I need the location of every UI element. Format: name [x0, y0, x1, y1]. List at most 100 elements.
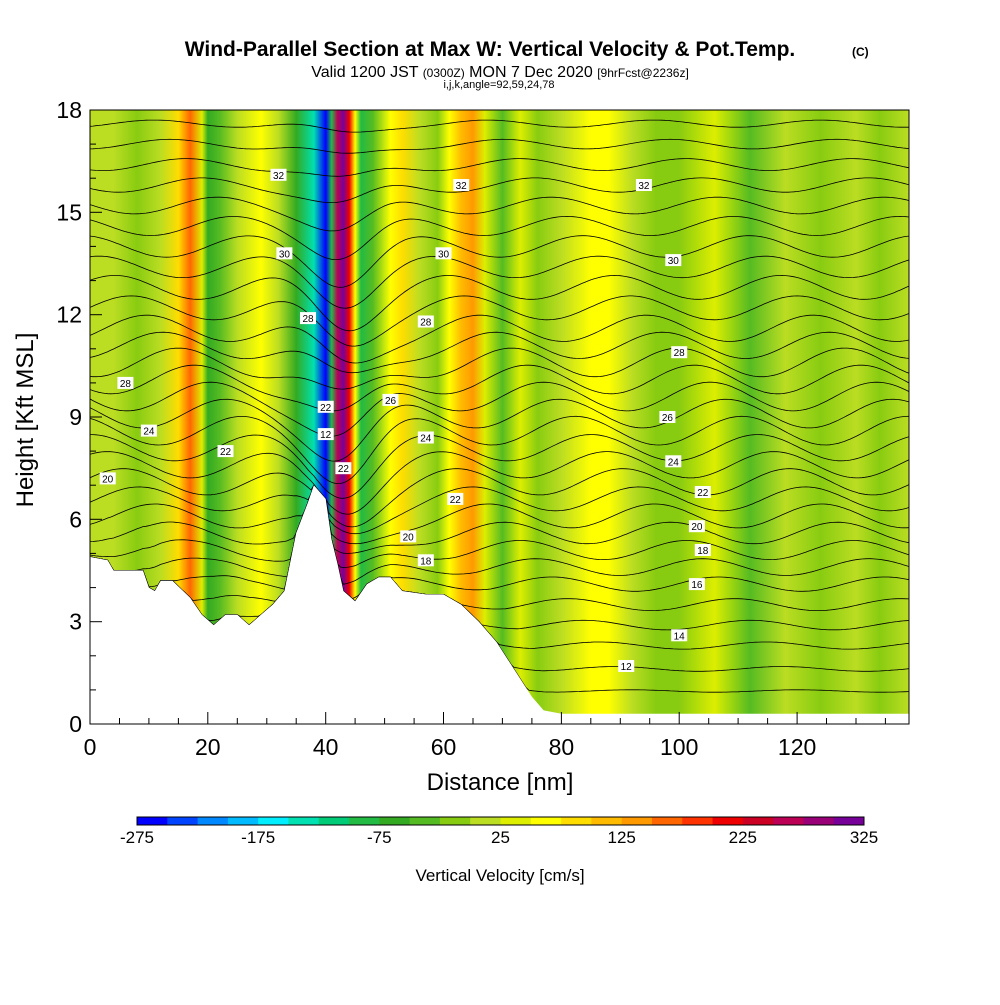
chart-title-mark: (C) — [852, 45, 869, 59]
theta-contour-labels: 32 32 32 30 30 30 28 28 28 28 26 26 24 24 24 22 22 22 22 22… — [99, 168, 711, 673]
colorbar-swatch — [227, 817, 259, 825]
colorbar-swatch — [318, 817, 350, 825]
theta-contour-label: 32 — [635, 179, 652, 192]
contour-label-bg — [694, 486, 711, 498]
colorbar-swatch — [742, 817, 774, 825]
subtitle-utc: (0300Z) — [423, 66, 465, 80]
x-tick-label: 60 — [431, 734, 457, 760]
colorbar-tick-labels: -275 -175 -75 25 125 225 325 — [120, 828, 878, 847]
contour-label-text: 22 — [450, 495, 462, 506]
theta-contour-line — [90, 215, 909, 260]
contour-label-text: 12 — [621, 662, 633, 673]
chart-subtitle-indices: i,j,k,angle=92,59,24,78 — [443, 79, 554, 91]
theta-contour-line — [90, 158, 909, 177]
colorbar — [136, 816, 865, 826]
theta-contour-line — [90, 484, 909, 600]
theta-contour-line — [90, 484, 909, 545]
contour-label-bg — [317, 400, 334, 413]
colorbar-tick-label: -175 — [241, 828, 275, 847]
contour-label-text: 22 — [338, 464, 350, 475]
theta-contour-label: 28 — [117, 376, 134, 390]
theta-contour-label: 26 — [382, 393, 399, 407]
colorbar-swatch — [409, 817, 441, 825]
colorbar-frame — [136, 816, 865, 826]
contour-label-bg — [335, 462, 352, 475]
contour-label-bg — [276, 247, 293, 260]
colorbar-swatch — [803, 817, 835, 825]
contour-label-text: 14 — [674, 631, 686, 642]
contour-label-text: 20 — [691, 522, 703, 533]
contour-label-bg — [635, 179, 652, 191]
contour-label-text: 28 — [674, 348, 686, 359]
colorbar-swatch — [439, 817, 471, 825]
theta-contour-line — [90, 484, 909, 554]
x-axis: 0 20 40 60 80 100 120 — [84, 712, 886, 760]
colorbar-swatch — [470, 817, 501, 825]
y-axis: 0 3 6 9 12 15 18 — [56, 97, 102, 737]
contour-label-text: 20 — [102, 474, 114, 485]
theta-contour-line — [90, 314, 909, 364]
x-tick-label: 100 — [660, 734, 698, 760]
contour-label-text: 32 — [638, 181, 650, 192]
x-tick-label: 80 — [549, 734, 575, 760]
colorbar-swatch — [621, 817, 653, 825]
colorbar-swatch — [712, 817, 744, 825]
contour-label-text: 28 — [302, 314, 314, 325]
colorbar-tick-label: 125 — [608, 828, 636, 847]
x-tick-label: 0 — [84, 734, 97, 760]
theta-contour-label: 24 — [417, 431, 434, 445]
theta-contour-label: 22 — [317, 400, 334, 414]
theta-contour-label: 22 — [447, 492, 464, 506]
theta-contour-label: 24 — [665, 455, 682, 468]
contour-label-bg — [99, 472, 116, 485]
contour-label-text: 12 — [320, 430, 332, 441]
contour-label-text: 28 — [120, 379, 132, 390]
theta-contour-line — [90, 331, 909, 374]
contour-label-text: 22 — [320, 403, 332, 414]
contour-label-bg — [382, 393, 399, 406]
colorbar-swatch — [167, 817, 198, 825]
colorbar-swatch — [379, 817, 411, 825]
theta-contour-label: 28 — [300, 312, 316, 325]
chart-subtitle: Valid 1200 JST (0300Z) MON 7 Dec 2020 [9… — [311, 64, 689, 81]
contour-label-bg — [317, 428, 334, 441]
colorbar-tick-label: 325 — [850, 828, 878, 847]
theta-contour-label: 30 — [435, 247, 452, 260]
theta-contour-line — [90, 434, 909, 499]
theta-contour-label: 12 — [618, 660, 635, 673]
colorbar-swatch — [682, 817, 713, 825]
contour-label-bg — [659, 411, 676, 423]
colorbar-tick-label: 225 — [729, 828, 757, 847]
colorbar-label: Vertical Velocity [cm/s] — [415, 866, 584, 885]
y-tick-label: 18 — [56, 97, 82, 123]
theta-contour-line — [90, 484, 909, 535]
colorbar-swatch — [833, 817, 865, 825]
contour-label-bg — [665, 254, 682, 267]
theta-contour-label: 22 — [217, 445, 234, 458]
colorbar-swatch — [197, 817, 229, 825]
theta-contour-line — [90, 484, 909, 585]
contour-label-text: 18 — [697, 546, 709, 557]
theta-contour-label: 22 — [694, 486, 711, 499]
theta-contour-label: 16 — [688, 578, 705, 591]
colorbar-swatch — [561, 817, 592, 825]
colorbar-swatch — [651, 817, 683, 825]
contour-label-bg — [435, 247, 452, 260]
contour-label-text: 20 — [403, 532, 415, 543]
theta-contour-line — [90, 415, 909, 485]
theta-contour-label: 22 — [335, 462, 352, 475]
chart-title: Wind-Parallel Section at Max W: Vertical… — [185, 38, 796, 61]
y-axis-label: Height [Kft MSL] — [12, 333, 39, 508]
contour-label-text: 22 — [697, 488, 709, 499]
plot-area: 32 32 32 30 30 30 28 28 28 28 26 26 24 24 24 22 22 22 22 22… — [90, 110, 909, 724]
contour-label-bg — [618, 660, 635, 672]
contour-label-bg — [447, 492, 464, 505]
theta-contour-line — [90, 484, 909, 569]
theta-contour-label: 20 — [400, 530, 417, 543]
theta-contour-label: 26 — [659, 411, 676, 424]
terrain-mask — [90, 485, 909, 724]
theta-contour-line — [90, 274, 909, 332]
y-tick-label: 3 — [69, 609, 82, 635]
contour-label-text: 32 — [273, 171, 285, 182]
colorbar-swatch — [773, 817, 804, 825]
